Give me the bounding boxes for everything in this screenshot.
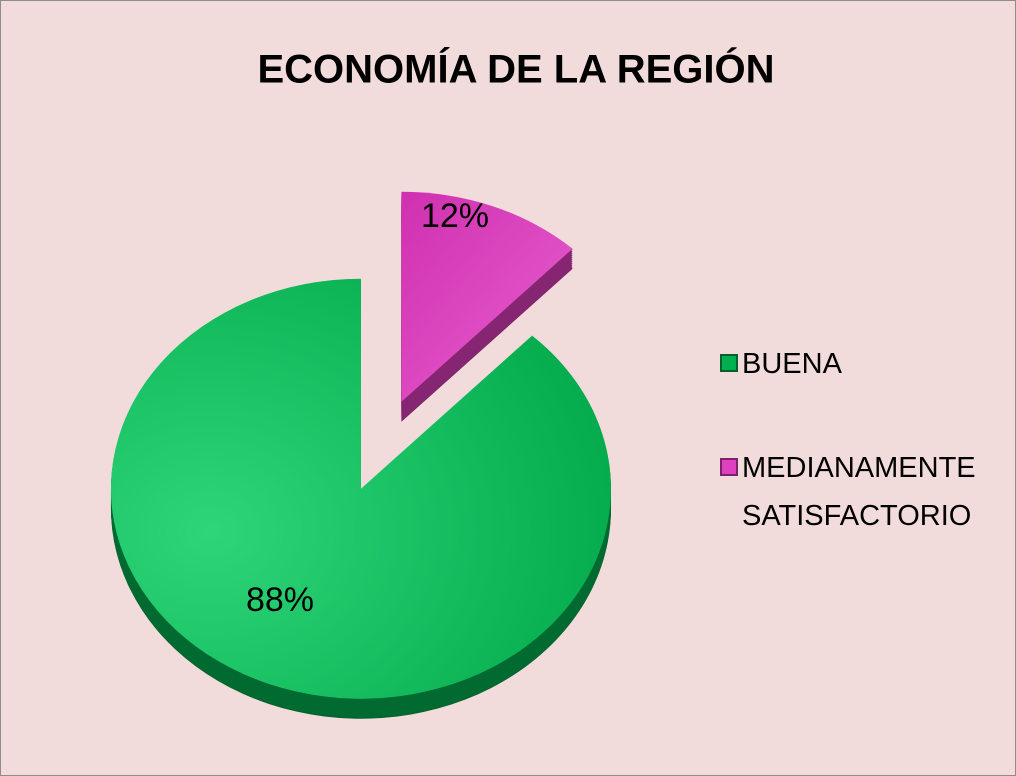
- legend-label: MEDIANAMENTE SATISFACTORIO: [742, 452, 976, 532]
- legend-item: BUENA: [720, 340, 1012, 388]
- legend-swatch: [720, 354, 738, 372]
- legend-label: BUENA: [742, 348, 842, 380]
- slice-top: [401, 191, 573, 402]
- legend-item: MEDIANAMENTE SATISFACTORIO: [720, 444, 1012, 540]
- slice-top: [110, 278, 611, 699]
- chart-title: ECONOMÍA DE LA REGIÓN: [257, 46, 774, 92]
- pie-slice: [110, 278, 611, 719]
- data-label: 12%: [421, 197, 489, 235]
- legend-swatch: [720, 458, 738, 476]
- data-label: 88%: [246, 581, 314, 619]
- pie-slice: [401, 191, 573, 422]
